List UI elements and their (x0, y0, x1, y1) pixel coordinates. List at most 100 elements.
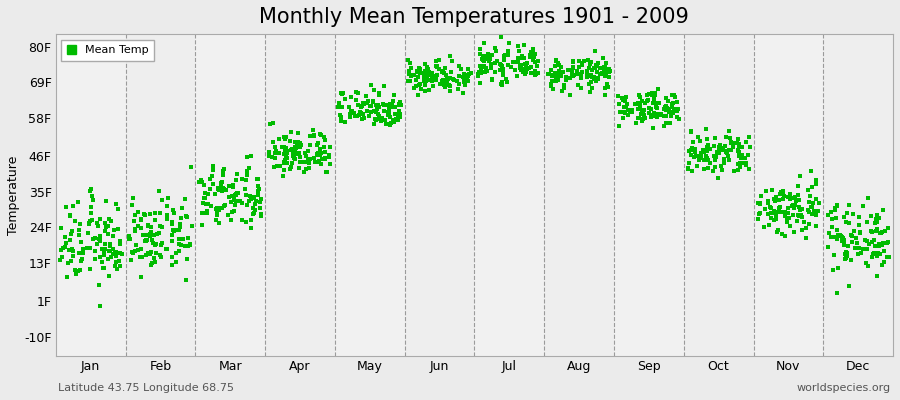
Point (228, 202, 242, 209)
Point (314, 161, 328, 168)
Point (452, 63, 466, 69)
Point (93, 233, 107, 239)
Point (688, 149, 703, 156)
Point (665, 109, 680, 116)
Point (770, 212, 784, 218)
Point (632, 115, 646, 121)
Point (67, 253, 81, 260)
Bar (753, 34, 824, 356)
Point (238, 177, 253, 183)
Point (134, 274, 148, 280)
Point (109, 248, 123, 255)
Point (76, 246, 90, 252)
Point (331, 100, 346, 106)
Point (203, 176, 218, 182)
Point (803, 192, 817, 199)
Point (764, 215, 778, 222)
Point (291, 139, 305, 146)
Point (689, 153, 704, 160)
Point (636, 112, 651, 118)
Point (184, 164, 199, 170)
Point (172, 224, 186, 230)
Point (726, 144, 741, 150)
Point (686, 138, 700, 145)
Point (795, 206, 809, 213)
Point (769, 216, 783, 222)
Point (858, 237, 872, 243)
Point (58, 240, 73, 246)
Point (149, 231, 164, 238)
Point (140, 237, 154, 243)
Point (425, 77, 439, 83)
Point (81, 230, 95, 236)
Bar (266, 34, 335, 356)
Point (192, 178, 206, 185)
Point (310, 159, 325, 165)
Point (846, 228, 860, 234)
Point (722, 128, 736, 134)
Point (178, 196, 193, 202)
Point (68, 218, 82, 224)
Point (647, 113, 662, 119)
Point (419, 64, 434, 70)
Point (238, 219, 253, 226)
Point (382, 111, 396, 118)
Point (659, 95, 673, 102)
Point (761, 198, 776, 204)
Point (420, 77, 435, 83)
Point (474, 70, 489, 76)
Point (391, 112, 405, 118)
Point (63, 237, 77, 243)
Point (303, 156, 318, 162)
Point (310, 149, 325, 156)
Point (276, 151, 291, 158)
Point (372, 114, 386, 121)
Point (436, 68, 450, 74)
Point (95, 246, 110, 252)
Point (554, 63, 568, 70)
Point (68, 270, 83, 277)
Point (169, 250, 184, 256)
Point (797, 219, 812, 225)
Point (854, 250, 868, 256)
Point (882, 254, 896, 260)
Point (443, 87, 457, 94)
Point (429, 57, 444, 64)
Point (206, 162, 220, 169)
Point (111, 205, 125, 212)
Point (253, 199, 267, 206)
Point (196, 194, 211, 201)
Point (181, 234, 195, 241)
Point (223, 198, 238, 205)
Point (840, 253, 854, 259)
Point (139, 212, 153, 218)
Point (663, 113, 678, 120)
Point (140, 222, 155, 228)
Point (647, 93, 662, 100)
Point (697, 156, 711, 163)
Point (731, 160, 745, 167)
Point (89, 220, 104, 226)
Point (642, 110, 656, 116)
Point (701, 142, 716, 149)
Point (771, 196, 786, 203)
Point (161, 195, 176, 202)
Point (781, 215, 796, 222)
Point (667, 106, 681, 112)
Point (194, 210, 209, 216)
Point (111, 226, 125, 232)
Point (733, 149, 747, 155)
Point (52, 256, 67, 263)
Point (64, 231, 78, 238)
Point (210, 210, 224, 216)
Point (344, 108, 358, 114)
Point (670, 99, 685, 105)
Point (644, 106, 659, 113)
Point (520, 60, 535, 66)
Point (694, 153, 708, 159)
Point (319, 169, 333, 175)
Point (428, 63, 443, 70)
Point (248, 201, 263, 208)
Point (869, 218, 884, 225)
Point (132, 254, 147, 260)
